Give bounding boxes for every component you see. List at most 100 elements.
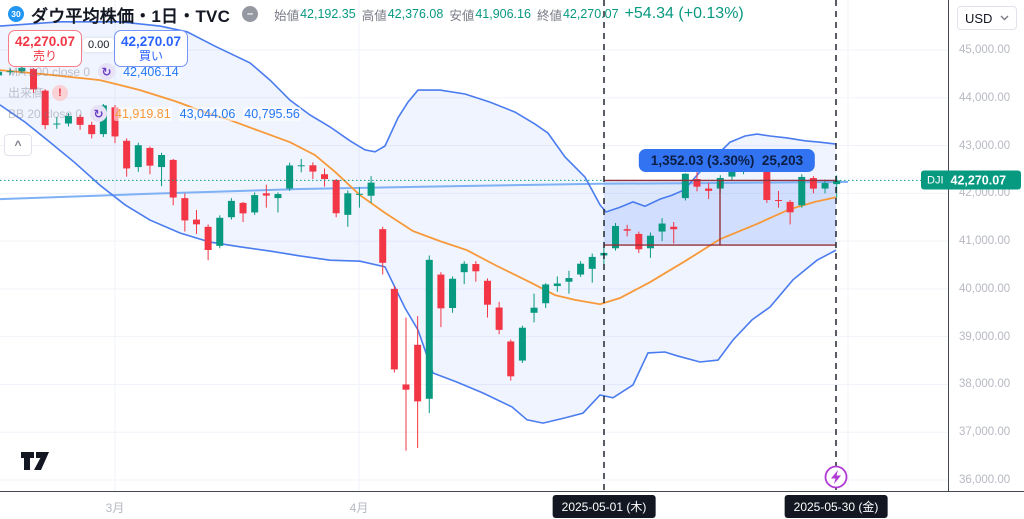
candle [495,307,503,330]
candle [216,217,224,246]
candle [658,223,666,232]
candle [274,194,282,199]
spread-value: 0.00 [83,38,115,52]
measure-label[interactable]: 1,352.03 (3.30%) 25,203 [638,149,816,172]
sell-button[interactable]: 42,270.07 売り [8,30,82,67]
candle [251,195,259,213]
buy-button[interactable]: 42,270.07 買い [114,30,188,67]
price-tick: 41,000.00 [959,235,1011,248]
ohlc-value: 41,906.16 [475,7,531,21]
interval-badge: 30 [8,6,24,22]
candle [204,226,212,250]
date-chip: 2025-05-30 (金) [784,495,888,518]
candle [76,116,84,125]
date-chip: 2025-05-01 (木) [552,495,656,518]
candle [158,155,166,168]
candle [332,179,340,214]
event-lightning-icon[interactable] [824,465,848,489]
ohlc-label: 高値 [361,8,387,23]
price-tick: 36,000.00 [959,474,1011,486]
bb-lower-line [0,104,837,424]
chart-pane[interactable]: 30 ダウ平均株価・1日・TVC – 始値 42,192.35 高値 42,376.0… [0,0,948,491]
candle [111,107,119,137]
candle [542,284,550,304]
candle [693,179,701,187]
candle [588,256,596,269]
candle [798,176,806,206]
indicator-name: MA 200 close 0 [8,64,91,79]
candle [227,200,235,218]
candle [425,259,433,399]
candle [705,188,713,191]
symbol-title: ダウ平均株価・1日・TVC [31,6,231,26]
candle [192,219,200,225]
price-tick: 37,000.00 [959,426,1011,439]
sell-label: 売り [32,49,57,63]
candle [262,193,270,196]
candle [344,193,352,215]
ohlc-value: 42,376.08 [387,7,444,21]
price-axis[interactable]: USD 45,000.00 44,000.00 43,000.00 42,000.00… [921,0,1024,519]
last-price-symbol: DJI [927,174,944,187]
indicator-legend: MA 200 close 0 ↻ 42,406.14 出来髙! BB 20 close … [8,62,301,125]
candle [786,201,794,213]
candle [681,173,689,199]
candle [367,182,375,196]
time-axis[interactable]: 3月 4月 2025-05-01 (木) 2025-05-30 (金) [0,491,1024,519]
indicator-name: BB 20 close 0 [8,106,83,121]
ohlc-label: 終値 [536,8,562,23]
legend-collapse-button[interactable]: ^ [4,134,32,156]
price-tick: 38,000.00 [959,378,1011,391]
alert-icon[interactable]: ! [52,84,69,101]
candle [646,235,654,249]
candle [123,140,131,169]
candle [146,147,154,166]
sync-icon[interactable]: ↻ [98,63,116,80]
indicator-row: MA 200 close 0 ↻ 42,406.14 [8,62,301,81]
candle [530,307,538,313]
chart-header: 30 ダウ平均株価・1日・TVC – 始値 42,192.35 高値 42,376.0… [0,0,948,28]
candle [833,180,841,185]
price-tick: 43,000.00 [959,139,1011,152]
ohlc-label: 始値 [274,8,300,23]
candle [41,90,49,126]
indicator-value: 40,795.56 [243,106,301,121]
price-tick: 45,000.00 [959,44,1011,56]
indicator-row: 出来髙! [8,83,301,102]
chevron-down-icon [1000,15,1009,21]
trade-buttons: 42,270.07 売り 42,270.07 買い 0.00 [8,30,188,67]
indicator-value: 42,406.14 [122,64,180,79]
candle [612,225,620,249]
price-tick: 44,000.00 [959,91,1011,104]
price-tick: 39,000.00 [959,330,1011,343]
candle [483,280,491,305]
candle [169,159,177,198]
candle [64,115,72,124]
measure-extra: 25,203 [761,153,804,168]
candle [472,264,480,272]
candle [88,124,96,135]
sell-price: 42,270.07 [14,34,76,49]
currency-selector[interactable]: USD [957,6,1017,30]
candle [355,193,363,195]
buy-price: 42,270.07 [120,34,182,49]
ma200-line [0,180,849,201]
change-value: +54.34 (+0.13%) [624,5,744,22]
tradingview-logo[interactable] [20,451,50,477]
bb-upper-line [0,21,837,213]
indicator-row: BB 20 close 0 ↻ 41,919.81 43,044.06 40,795.5… [8,104,301,123]
sync-icon[interactable]: ↻ [90,105,108,122]
price-tick: 40,000.00 [959,282,1011,295]
candle [670,226,678,230]
candle [134,145,142,168]
indicator-value: 43,044.06 [178,106,237,121]
ohlc-row: 始値 42,192.35 高値 42,376.08 安値 41,906.16 終値 42,27… [268,5,619,24]
candle [297,165,305,167]
candlestick-chart[interactable] [0,0,948,491]
candle [577,263,585,275]
candle [379,229,387,263]
candle [390,288,398,370]
hide-icon[interactable]: – [242,6,259,22]
ohlc-value: 42,192.35 [300,7,356,21]
buy-label: 買い [138,49,163,63]
